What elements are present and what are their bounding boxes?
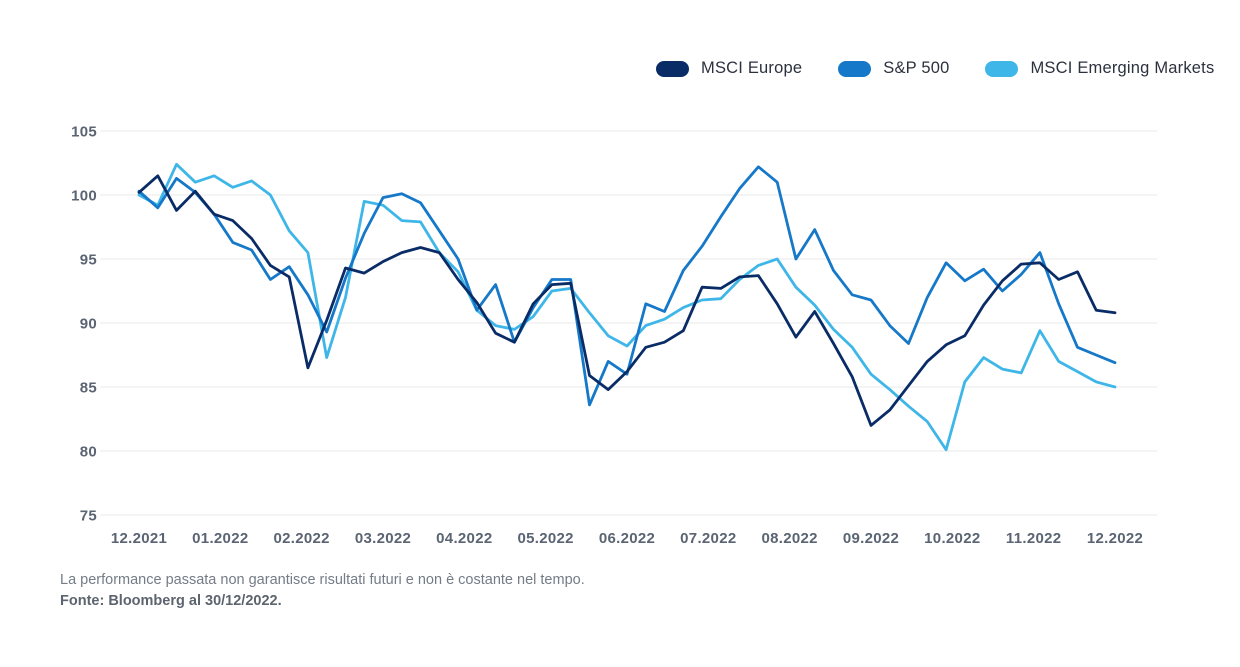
- y-tick-label-95: 95: [80, 252, 97, 269]
- series-line-msci-europe: [137, 174, 1117, 427]
- x-tick-label-09.2022: 09.2022: [843, 530, 899, 547]
- x-tick-label-07.2022: 07.2022: [680, 530, 736, 547]
- y-tick-label-100: 100: [71, 188, 97, 205]
- legend-label-sp500: S&P 500: [883, 59, 950, 77]
- y-tick-label-105: 105: [71, 124, 97, 141]
- x-tick-label-10.2022: 10.2022: [924, 530, 980, 547]
- x-tick-label-02.2022: 02.2022: [274, 530, 330, 547]
- y-tick-label-80: 80: [80, 444, 97, 461]
- x-tick-label-12.2021: 12.2021: [111, 530, 167, 547]
- legend-swatch-msci-europe-icon: [656, 60, 689, 77]
- x-tick-label-08.2022: 08.2022: [762, 530, 818, 547]
- y-tick-label-90: 90: [80, 316, 97, 333]
- chart-legend: MSCI Europe S&P 500 MSCI Emerging Market…: [656, 59, 1214, 78]
- x-tick-label-05.2022: 05.2022: [518, 530, 574, 547]
- chart-footnote: La performance passata non garantisce ri…: [60, 570, 585, 612]
- series-line-s-p-500: [137, 165, 1117, 407]
- footnote-source: Fonte: Bloomberg al 30/12/2022.: [60, 593, 282, 609]
- legend-item-msci-emerging-markets: MSCI Emerging Markets: [985, 59, 1214, 78]
- x-tick-label-12.2022: 12.2022: [1087, 530, 1143, 547]
- x-tick-label-03.2022: 03.2022: [355, 530, 411, 547]
- x-tick-label-01.2022: 01.2022: [192, 530, 248, 547]
- series-line-msci-emerging-markets: [137, 162, 1117, 452]
- y-tick-label-75: 75: [80, 508, 97, 525]
- legend-swatch-sp500-icon: [838, 60, 872, 77]
- legend-item-sp500: S&P 500: [838, 59, 949, 78]
- legend-item-msci-europe: MSCI Europe: [656, 59, 802, 78]
- y-tick-label-85: 85: [80, 380, 97, 397]
- x-tick-label-11.2022: 11.2022: [1006, 530, 1062, 547]
- x-tick-label-06.2022: 06.2022: [599, 530, 655, 547]
- footnote-disclaimer: La performance passata non garantisce ri…: [60, 572, 585, 588]
- legend-label-msci-emerging-markets: MSCI Emerging Markets: [1030, 59, 1215, 77]
- x-tick-label-04.2022: 04.2022: [436, 530, 492, 547]
- legend-label-msci-europe: MSCI Europe: [701, 59, 803, 77]
- legend-swatch-msci-emerging-markets-icon: [985, 60, 1019, 77]
